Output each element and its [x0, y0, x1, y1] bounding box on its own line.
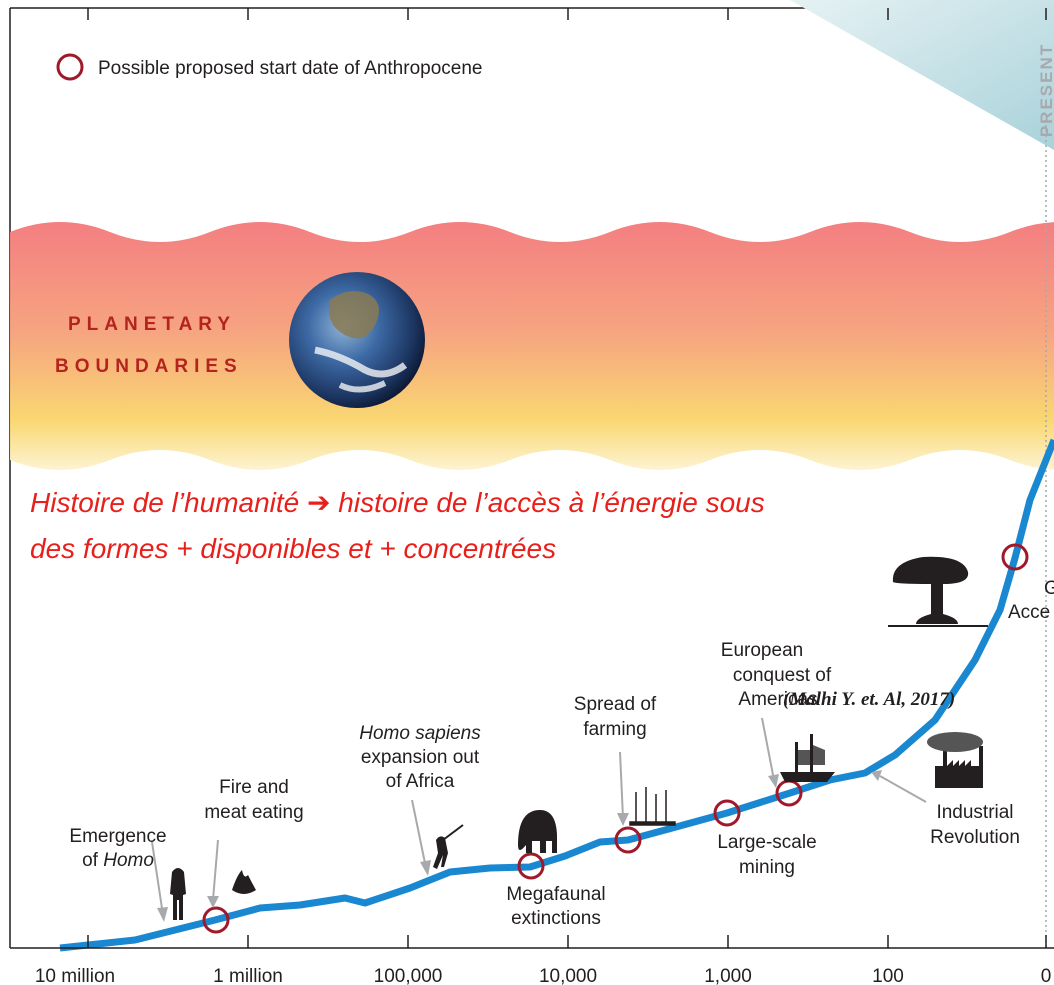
- annotation: meat eating: [204, 802, 303, 823]
- diagram: PLANETARY BOUNDARIES Possible proposed s…: [0, 0, 1054, 985]
- annotation: G: [1044, 578, 1054, 599]
- icons: [170, 557, 988, 920]
- annotation: Emergence: [69, 826, 166, 847]
- annotation: Industrial: [936, 802, 1013, 823]
- annotation: extinctions: [511, 908, 601, 929]
- annotation: Large-scale: [717, 832, 816, 853]
- acceleration-wedge: [790, 0, 1054, 150]
- annotation: European: [721, 640, 803, 661]
- earth: [289, 272, 425, 408]
- annotation: Revolution: [930, 827, 1020, 848]
- citation: (Malhi Y. et. Al, 2017): [783, 689, 955, 710]
- x-tick-label: 10,000: [539, 966, 597, 985]
- x-tick-label: 100: [872, 966, 904, 985]
- annotation: Spread of: [574, 694, 657, 715]
- annotation: farming: [583, 719, 646, 740]
- x-tick-label: 1,000: [704, 966, 752, 985]
- legend-text: Possible proposed start date of Anthropo…: [98, 58, 482, 79]
- x-tick-label: 10 million: [35, 966, 115, 985]
- annotation-text: of: [82, 850, 103, 871]
- annotation: of Africa: [386, 771, 455, 792]
- annotation: of Homo: [82, 850, 154, 871]
- headline-part: Histoire de l’humanité: [30, 487, 299, 518]
- annotation: expansion out: [361, 747, 480, 768]
- headline-arrow: ➔: [307, 487, 330, 518]
- annotation: Megafaunal: [506, 884, 605, 905]
- legend-marker: [58, 55, 82, 79]
- boundary-band: [10, 222, 1054, 470]
- annotation: Fire and: [219, 777, 289, 798]
- headline: Histoire de l’humanité ➔ histoire de l’a…: [30, 487, 765, 518]
- annotation-italic: Homo: [103, 850, 154, 871]
- band-label: BOUNDARIES: [55, 356, 243, 377]
- present-label: PRESENT: [1037, 43, 1054, 137]
- headline-part: histoire de l’accès à l’énergie sous: [338, 487, 764, 518]
- band-label: PLANETARY: [68, 314, 236, 335]
- x-tick-label: 100,000: [374, 966, 443, 985]
- annotation: Acce: [1008, 602, 1050, 623]
- annotation: conquest of: [733, 665, 832, 686]
- x-tick-label: 1 million: [213, 966, 283, 985]
- headline: des formes + disponibles et + concentrée…: [30, 533, 556, 564]
- annotation: Homo sapiens: [359, 723, 481, 744]
- x-tick-label: 0: [1041, 966, 1052, 985]
- annotation: mining: [739, 857, 795, 878]
